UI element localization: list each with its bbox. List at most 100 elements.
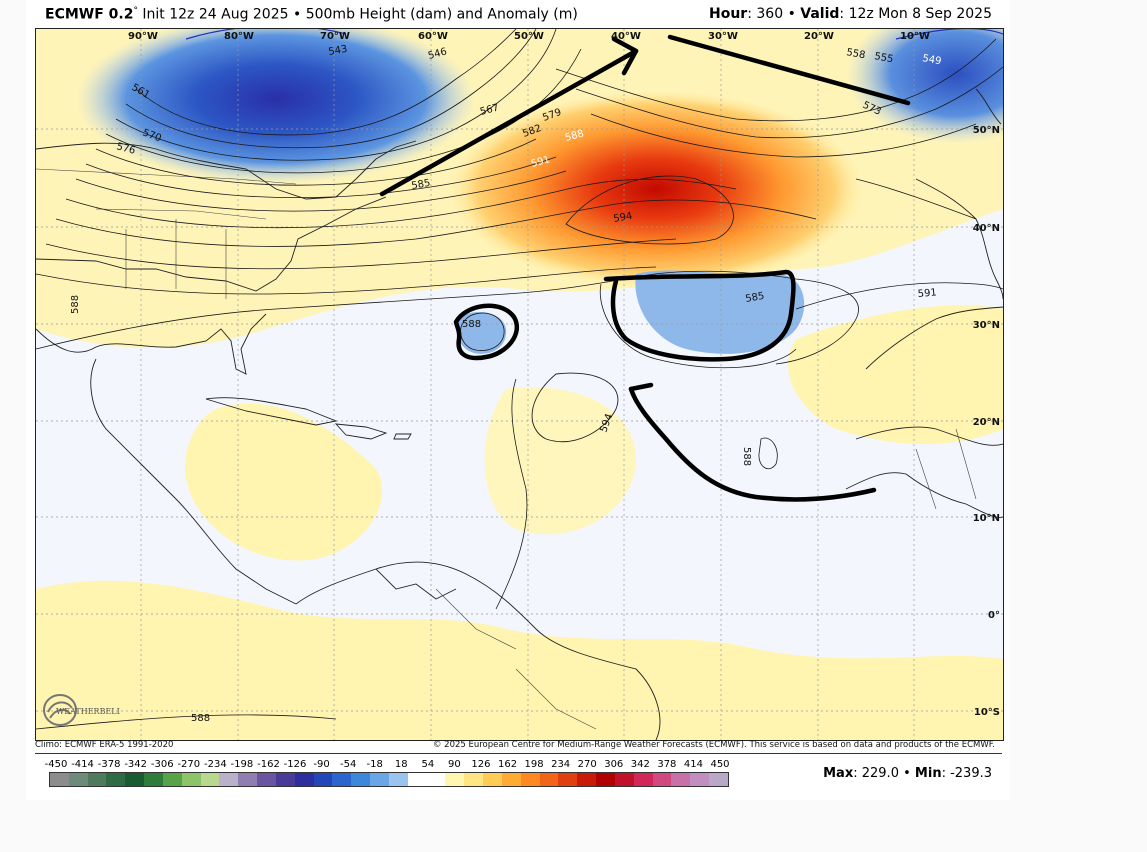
init-time: Init 12z 24 Aug 2025 <box>142 6 289 23</box>
map-canvas: 90°W 80°W 70°W 60°W 50°W 40°W 30°W 20°W … <box>36 29 1003 740</box>
low-height-contours <box>185 29 1003 40</box>
color-scale-label: -450 <box>44 759 68 770</box>
contour-label: 549 <box>921 53 942 67</box>
color-scale-label: -18 <box>366 759 383 770</box>
trough-cold-anomaly-east <box>846 29 1003 144</box>
contour-label: 576 <box>115 141 136 157</box>
contour-label: 588 <box>462 319 481 330</box>
warm-anomaly-south <box>36 580 1003 740</box>
color-scale-swatch <box>596 773 615 786</box>
color-scale-label: 270 <box>577 759 597 770</box>
annotation-curved-arrow <box>628 386 877 502</box>
contour-label: 591 <box>530 154 551 170</box>
color-scale-label: 162 <box>497 759 518 770</box>
max-label: Max <box>823 766 854 781</box>
contour-label: 546 <box>427 46 448 62</box>
color-scale-bar <box>49 772 729 787</box>
valid-value: : 12z Mon 8 Sep 2025 <box>839 6 992 22</box>
color-scale-swatch <box>558 773 578 786</box>
color-scale-swatch <box>690 773 709 786</box>
color-scale-labels: -450 -414 -378 -342 -306 -270 -234 -198 -162 -126… <box>44 759 730 771</box>
color-scale-swatch <box>219 773 239 786</box>
color-scale-label: 90 <box>448 759 461 770</box>
color-scale-swatch <box>275 773 295 786</box>
lon-label-10w: 10°W <box>900 31 930 42</box>
hour-value: : 360 <box>747 6 784 22</box>
color-scale-swatch <box>125 773 145 786</box>
weather-map: 90°W 80°W 70°W 60°W 50°W 40°W 30°W 20°W … <box>35 28 1004 741</box>
color-scale-swatch <box>181 773 201 786</box>
color-scale-swatch <box>200 773 220 786</box>
color-scale-label: -414 <box>71 759 94 770</box>
title-right: Hour: 360 • Valid: 12z Mon 8 Sep 2025 <box>709 6 992 22</box>
color-scale-swatch <box>633 773 653 786</box>
lon-label-40w: 40°W <box>611 31 641 42</box>
annotation-arrow-ne-head <box>611 36 639 76</box>
color-scale-label: 414 <box>683 759 703 770</box>
contour-label: 585 <box>411 178 432 192</box>
copyright-note: © 2025 European Centre for Medium-Range … <box>432 740 995 750</box>
contour-label: 588 <box>564 128 585 144</box>
contour-label: 585 <box>745 291 766 305</box>
contour-label: 555 <box>873 51 894 65</box>
color-scale-swatch <box>332 773 352 786</box>
color-scale-swatch <box>614 773 634 786</box>
color-scale-swatch <box>501 773 521 786</box>
lon-label-20w: 20°W <box>804 31 834 42</box>
color-scale-swatch <box>388 773 408 786</box>
color-scale-swatch <box>50 773 69 786</box>
annotation-arrow-ne <box>379 48 639 197</box>
title-right-bullet: • <box>787 6 796 22</box>
max-value: : 229.0 <box>853 766 899 781</box>
title-bullet: • <box>292 6 302 23</box>
contour-label: 594 <box>613 211 634 225</box>
min-label: Min <box>914 766 942 781</box>
contour-label: 591 <box>917 287 937 300</box>
lon-label-90w: 90°W <box>128 31 158 42</box>
contour-label: 588 <box>191 713 210 724</box>
weatherbell-logo-text: WEATHERBELL <box>56 707 120 716</box>
color-scale-label: -234 <box>204 759 227 770</box>
warm-anomaly-caribbean <box>185 403 383 561</box>
lon-label-80w: 80°W <box>224 31 254 42</box>
lat-label-30n: 30°N <box>973 320 1000 331</box>
climo-note: Climo: ECMWF ERA-5 1991-2020 <box>35 740 174 750</box>
color-scale-swatch <box>238 773 258 786</box>
color-scale-label: -162 <box>257 759 280 770</box>
warm-anomaly-east <box>788 305 1003 444</box>
color-scale-label: -306 <box>150 759 174 770</box>
color-scale-label: -270 <box>177 759 201 770</box>
contour-label: 588 <box>70 295 81 314</box>
color-scale-label: -90 <box>313 759 330 770</box>
color-scale-swatch <box>577 773 597 786</box>
height-contours <box>36 29 1003 730</box>
annotation-circle-small-low <box>453 303 520 361</box>
annotation-curved-arrow-head <box>628 382 654 392</box>
color-scale-label: 234 <box>551 759 571 770</box>
color-scale-label: -54 <box>339 759 357 770</box>
color-scale-label: 450 <box>710 759 730 770</box>
contour-labels: 543 546 549 555 558 561 567 570 573 576 … <box>70 44 942 724</box>
color-scale-swatch <box>407 773 427 786</box>
color-scale-swatch <box>539 773 559 786</box>
color-scale-swatch <box>106 773 126 786</box>
color-scale-swatch <box>313 773 333 786</box>
hour-label: Hour <box>709 6 748 22</box>
color-scale-swatch <box>370 773 389 786</box>
trough-cold-anomaly <box>76 29 476 184</box>
color-scale-swatch <box>426 773 446 786</box>
color-scale-label: 18 <box>394 759 408 770</box>
maxmin-separator: • <box>903 766 911 781</box>
color-scale-label: 342 <box>630 759 650 770</box>
color-scale-swatch <box>671 773 691 786</box>
lat-label-10s: 10°S <box>974 707 1000 718</box>
cutoff-low-anomaly <box>635 270 805 354</box>
lat-label-40n: 40°N <box>973 223 1000 234</box>
lon-label-60w: 60°W <box>418 31 448 42</box>
model-name: ECMWF 0.2 <box>45 6 134 23</box>
title-left: ECMWF 0.2° Init 12z 24 Aug 2025 • 500mb … <box>45 6 578 23</box>
color-scale-swatch <box>68 773 88 786</box>
color-scale-swatch <box>257 773 276 786</box>
color-scale-label: 198 <box>524 759 544 770</box>
contour-label: 543 <box>328 44 349 58</box>
